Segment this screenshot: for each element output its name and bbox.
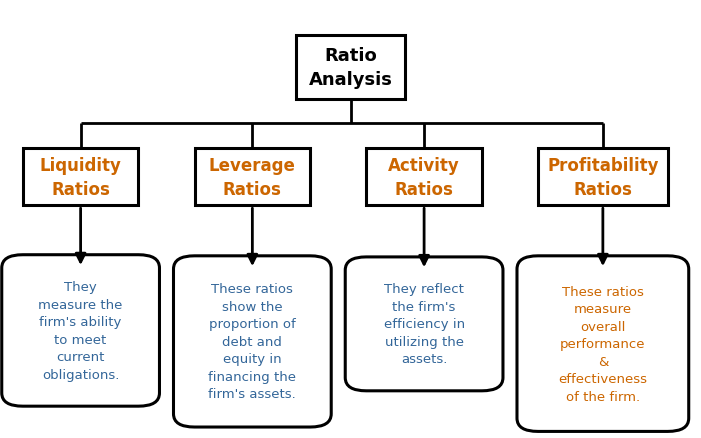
Text: These ratios
measure
overall
performance
&
effectiveness
of the firm.: These ratios measure overall performance… (559, 285, 647, 403)
Text: Leverage
Ratios: Leverage Ratios (209, 156, 296, 198)
Text: Profitability
Ratios: Profitability Ratios (547, 156, 659, 198)
Text: They reflect
the firm's
efficiency in
utilizing the
assets.: They reflect the firm's efficiency in ut… (383, 283, 465, 366)
FancyBboxPatch shape (22, 149, 139, 206)
Text: They
measure the
firm's ability
to meet
current
obligations.: They measure the firm's ability to meet … (39, 281, 123, 381)
FancyBboxPatch shape (173, 256, 331, 427)
FancyBboxPatch shape (366, 149, 482, 206)
FancyBboxPatch shape (517, 256, 688, 431)
Text: Activity
Ratios: Activity Ratios (388, 156, 460, 198)
FancyBboxPatch shape (297, 36, 405, 100)
FancyBboxPatch shape (2, 255, 160, 406)
FancyBboxPatch shape (194, 149, 310, 206)
Text: These ratios
show the
proportion of
debt and
equity in
financing the
firm's asse: These ratios show the proportion of debt… (208, 283, 297, 400)
FancyBboxPatch shape (538, 149, 667, 206)
FancyBboxPatch shape (345, 257, 503, 391)
Text: Liquidity
Ratios: Liquidity Ratios (40, 156, 121, 198)
Text: Ratio
Analysis: Ratio Analysis (308, 47, 393, 89)
